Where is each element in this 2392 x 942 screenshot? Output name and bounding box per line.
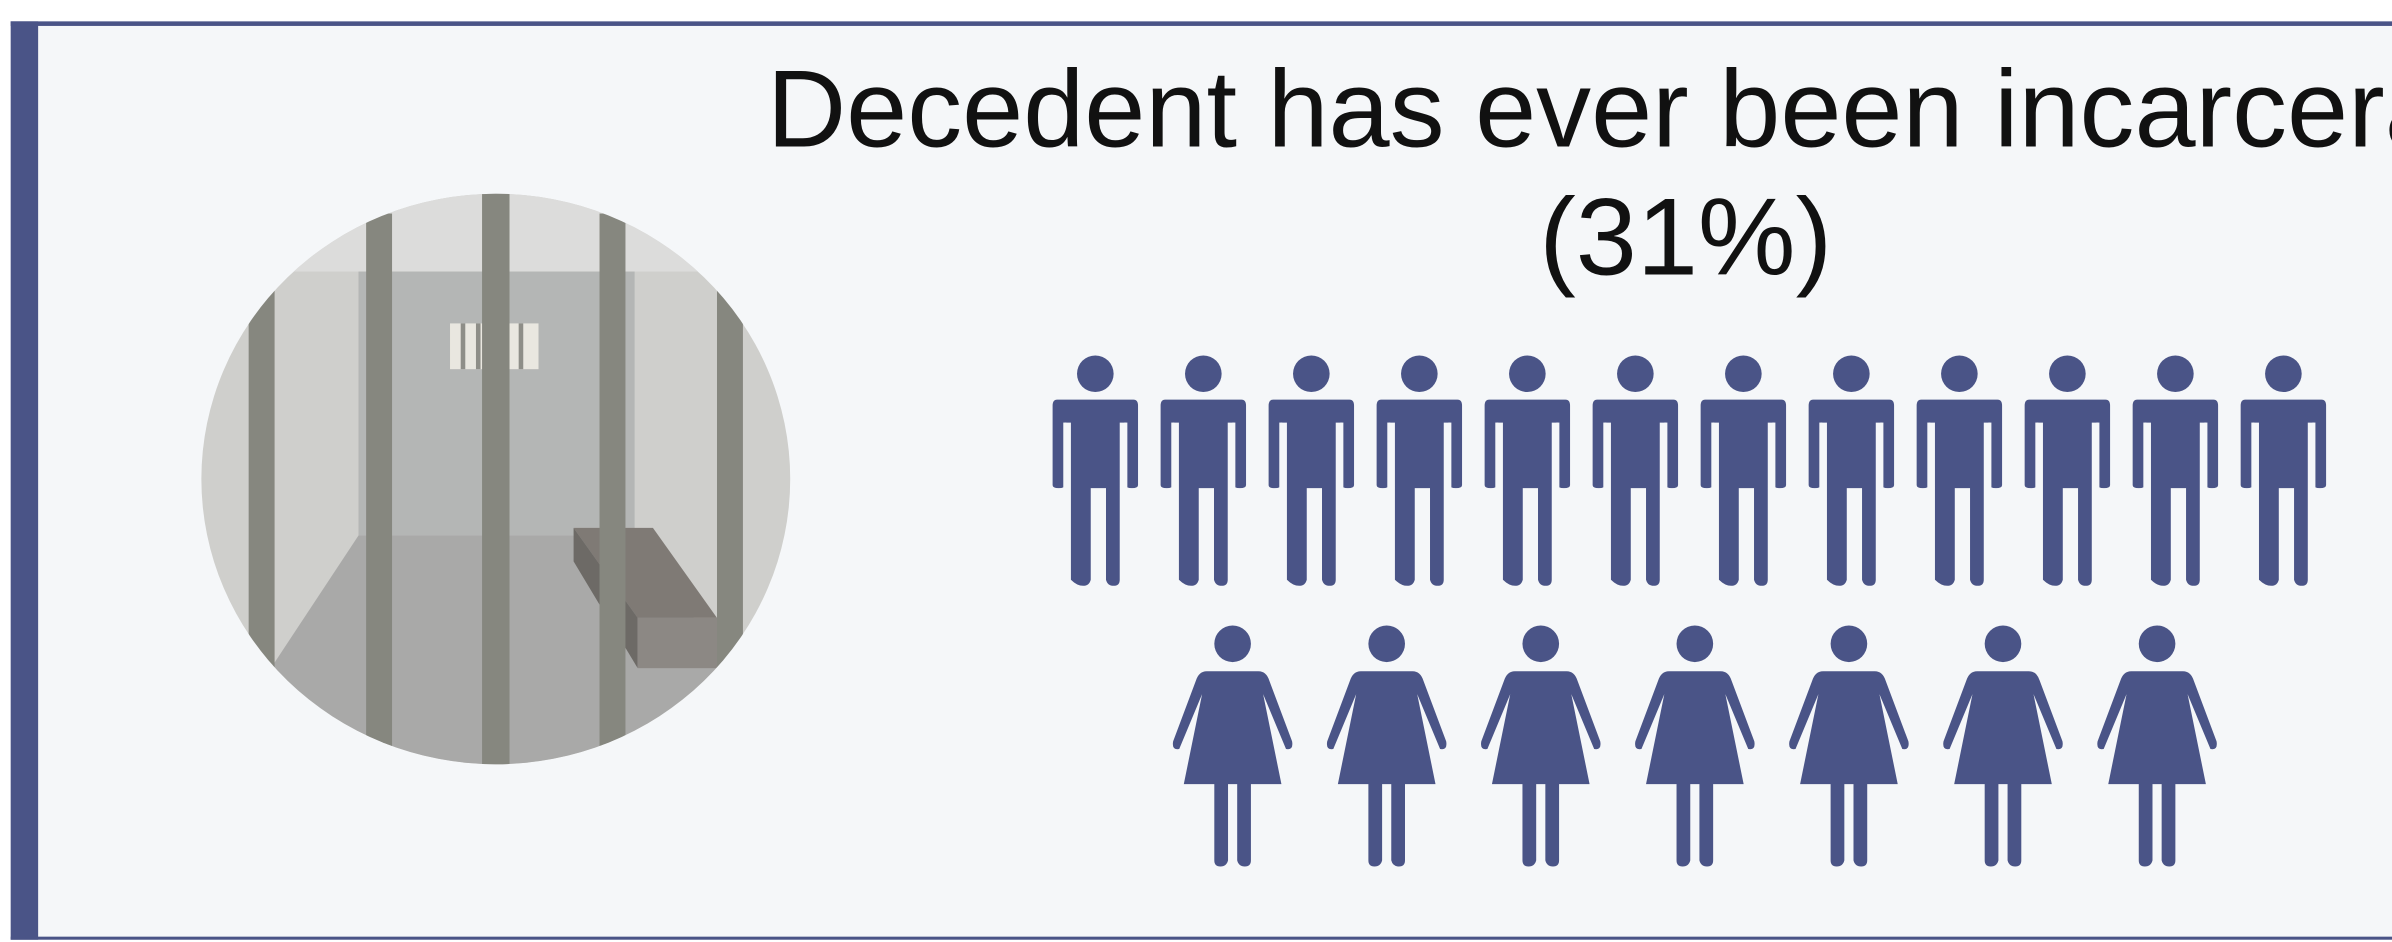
panel-top-border: [10, 21, 2392, 26]
icon-head: [1984, 625, 2022, 663]
woman-icon: [1326, 625, 1447, 867]
icon-dress: [1326, 671, 1447, 867]
man-icon: [1484, 355, 1571, 586]
woman-icon: [1789, 625, 1909, 867]
icon-head: [1941, 355, 1978, 393]
icon-body: [1808, 399, 1895, 586]
icon-head: [2049, 355, 2086, 393]
man-icon: [1376, 355, 1463, 586]
icon-dress: [1481, 671, 1601, 867]
icon-dress: [1789, 671, 1909, 867]
title-line-2: (31%): [1539, 177, 1832, 299]
icon-arm-gap: [1279, 422, 1283, 489]
icon-head: [1368, 625, 1405, 663]
icon-arm-gap: [2035, 422, 2039, 489]
icon-head: [1214, 625, 1251, 663]
icon-head: [1401, 355, 1438, 393]
icon-arm-gap: [1819, 422, 1823, 489]
woman-icon: [1172, 625, 1293, 867]
icon-head: [1830, 625, 1868, 663]
icon-head: [1833, 355, 1870, 393]
icon-head: [2265, 355, 2302, 393]
icon-arm-gap: [2096, 422, 2100, 489]
icon-arm-gap: [2312, 422, 2316, 489]
man-icon: [1160, 355, 1247, 586]
icon-arm-gap: [1772, 422, 1776, 489]
icon-body: [1160, 399, 1247, 586]
icon-body: [1268, 399, 1355, 586]
icon-arm-gap: [1988, 422, 1992, 489]
icon-arm-gap: [1556, 422, 1560, 489]
icon-arm-gap: [1171, 422, 1175, 489]
man-icon: [1268, 355, 1355, 586]
icon-body: [1484, 399, 1571, 586]
icon-arm-gap: [1711, 422, 1715, 489]
man-icon: [1808, 355, 1895, 586]
icon-arm-gap: [1340, 422, 1344, 489]
icon-arm-gap: [1448, 422, 1452, 489]
panel-left-bar: [10, 21, 39, 940]
icon-body: [1052, 399, 1139, 586]
icon-arm-gap: [1063, 422, 1067, 489]
icon-arm-gap: [1603, 422, 1607, 489]
icon-body: [2240, 399, 2327, 586]
icon-body: [1592, 399, 1679, 586]
man-icon: [2132, 355, 2219, 586]
icon-head: [2138, 625, 2176, 663]
icon-dress: [1172, 671, 1293, 867]
icon-arm-gap: [2251, 422, 2255, 489]
icon-head: [2157, 355, 2194, 393]
icon-dress: [1635, 671, 1755, 867]
pictogram: [1052, 355, 2327, 867]
icon-arm-gap: [2143, 422, 2147, 489]
icon-head: [1725, 355, 1762, 393]
icon-head: [1617, 355, 1654, 393]
icon-arm-gap: [1387, 422, 1391, 489]
man-icon: [1592, 355, 1679, 586]
man-icon: [1916, 355, 2003, 586]
woman-icon: [1481, 625, 1601, 867]
icon-arm-gap: [1880, 422, 1884, 489]
icon-head: [1676, 625, 1714, 663]
icon-body: [1916, 399, 2003, 586]
icon-body: [2024, 399, 2111, 586]
icon-head: [1509, 355, 1546, 393]
title-line-1: Decedent has ever been incarcerated: [767, 48, 2392, 170]
icon-arm-gap: [1927, 422, 1931, 489]
bed-front: [637, 617, 717, 669]
icon-arm-gap: [1664, 422, 1668, 489]
icon-arm-gap: [1124, 422, 1128, 489]
icon-head: [1522, 625, 1560, 663]
icon-arm-gap: [1232, 422, 1236, 489]
icon-body: [1700, 399, 1787, 586]
panel-bottom-border: [10, 936, 2392, 940]
woman-icon: [1635, 625, 1755, 867]
icon-head: [1185, 355, 1222, 393]
man-icon: [2240, 355, 2327, 586]
woman-icon: [2097, 625, 2217, 867]
icon-head: [1077, 355, 1114, 393]
icon-dress: [1943, 671, 2063, 867]
icon-head: [1293, 355, 1330, 393]
icon-arm-gap: [2204, 422, 2208, 489]
icon-body: [1376, 399, 1463, 586]
icon-dress: [2097, 671, 2217, 867]
icon-arm-gap: [1495, 422, 1499, 489]
man-icon: [2024, 355, 2111, 586]
man-icon: [1700, 355, 1787, 586]
woman-icon: [1943, 625, 2063, 867]
icon-body: [2132, 399, 2219, 586]
man-icon: [1052, 355, 1139, 586]
